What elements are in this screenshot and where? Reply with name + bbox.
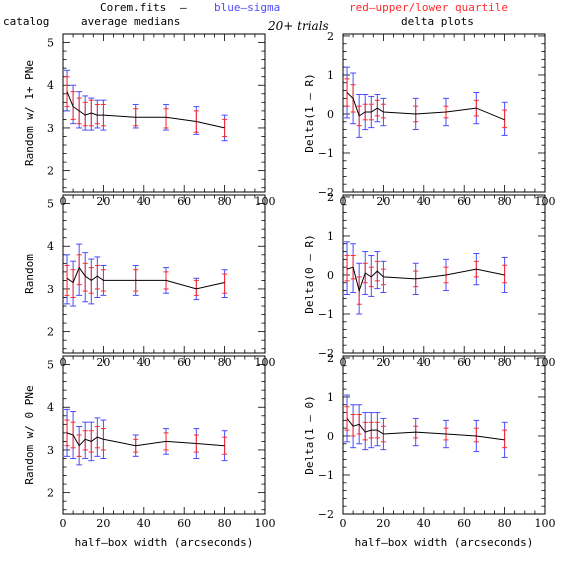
- y-tick-label: 2: [47, 326, 54, 339]
- y-axis-label: Delta(1 – R): [303, 73, 316, 152]
- header-blue-sigma: blue–sigma: [214, 1, 280, 14]
- y-axis-label: Random w/ 0 PNe: [23, 385, 36, 484]
- y-tick-label: 2: [327, 30, 334, 43]
- y-tick-label: 0: [327, 108, 334, 121]
- y-tick-label: −1: [318, 469, 334, 482]
- header-average-medians: average medians: [81, 15, 180, 28]
- panel-random-0-pne: 0 20 40 60 80 100 2 3 4 5 Random w/ 0 PNe: [23, 355, 276, 530]
- y-tick-label: 0: [327, 269, 334, 282]
- y-tick-label: 2: [327, 191, 334, 204]
- x-tick-label: 60: [177, 517, 191, 530]
- y-tick-label: 0: [327, 430, 334, 443]
- x-tick-label: 100: [535, 517, 556, 530]
- y-tick-label: 4: [47, 240, 54, 253]
- y-tick-label: −2: [318, 186, 334, 199]
- x-tick-label: 40: [137, 517, 151, 530]
- y-tick-label: 4: [47, 401, 54, 414]
- y-tick-label: 3: [47, 122, 54, 135]
- y-tick-label: −1: [318, 147, 334, 160]
- y-tick-label: 5: [47, 198, 54, 211]
- plot-frame: [342, 194, 546, 354]
- header-delta-plots: delta plots: [401, 15, 474, 28]
- header-catalog: catalog: [3, 15, 49, 28]
- y-tick-label: 3: [47, 444, 54, 457]
- y-tick-label: −1: [318, 308, 334, 321]
- header-file: Corem.fits: [100, 1, 166, 14]
- plot-frame: [62, 33, 266, 193]
- x-tick-label: 80: [498, 517, 512, 530]
- y-tick-label: 2: [47, 165, 54, 178]
- y-axis-label: Delta(1 – 0): [303, 395, 316, 474]
- median-line: [346, 266, 505, 293]
- x-tick-label: 100: [255, 517, 276, 530]
- y-tick-label: −2: [318, 347, 334, 360]
- x-tick-label: 80: [218, 517, 232, 530]
- x-tick-label: 0: [340, 517, 347, 530]
- median-line: [66, 91, 225, 129]
- x-tick-label: 40: [417, 517, 431, 530]
- median-line: [66, 432, 225, 447]
- header-red-quartile: red–upper/lower quartile: [349, 1, 508, 14]
- x-tick-label: 20: [376, 517, 390, 530]
- plot-frame: [62, 194, 266, 354]
- plot-frame: [62, 355, 266, 515]
- y-tick-label: 1: [327, 69, 334, 82]
- median-line: [346, 418, 505, 441]
- y-tick-label: −2: [318, 508, 334, 521]
- y-axis-label: Delta(0 – R): [303, 234, 316, 313]
- x-tick-label: 20: [96, 517, 110, 530]
- x-tick-label: 0: [60, 517, 67, 530]
- median-line: [346, 92, 505, 121]
- y-tick-label: 5: [47, 37, 54, 50]
- plot-frame: [342, 33, 546, 193]
- median-line: [66, 266, 225, 290]
- panel-delta-1-0: 0 20 40 60 80 100 −2 −1 0 1 2 Delta(1 – 0): [303, 352, 556, 530]
- x-axis-label-left: half–box width (arcseconds): [75, 536, 254, 549]
- y-tick-label: 1: [327, 391, 334, 404]
- y-tick-label: 1: [327, 230, 334, 243]
- x-axis-label-right: half–box width (arcseconds): [355, 536, 534, 549]
- y-tick-label: 5: [47, 359, 54, 372]
- y-axis-label: Random: [23, 254, 36, 294]
- plot-frame: [342, 355, 546, 515]
- y-axis-label: Random w/ 1+ PNe: [23, 60, 36, 166]
- y-tick-label: 2: [327, 352, 334, 365]
- y-tick-label: 3: [47, 283, 54, 296]
- y-tick-label: 4: [47, 79, 54, 92]
- header-dash: –: [180, 1, 187, 14]
- header-trials: 20+ trials: [267, 19, 329, 33]
- x-tick-label: 60: [457, 517, 471, 530]
- y-tick-label: 2: [47, 487, 54, 500]
